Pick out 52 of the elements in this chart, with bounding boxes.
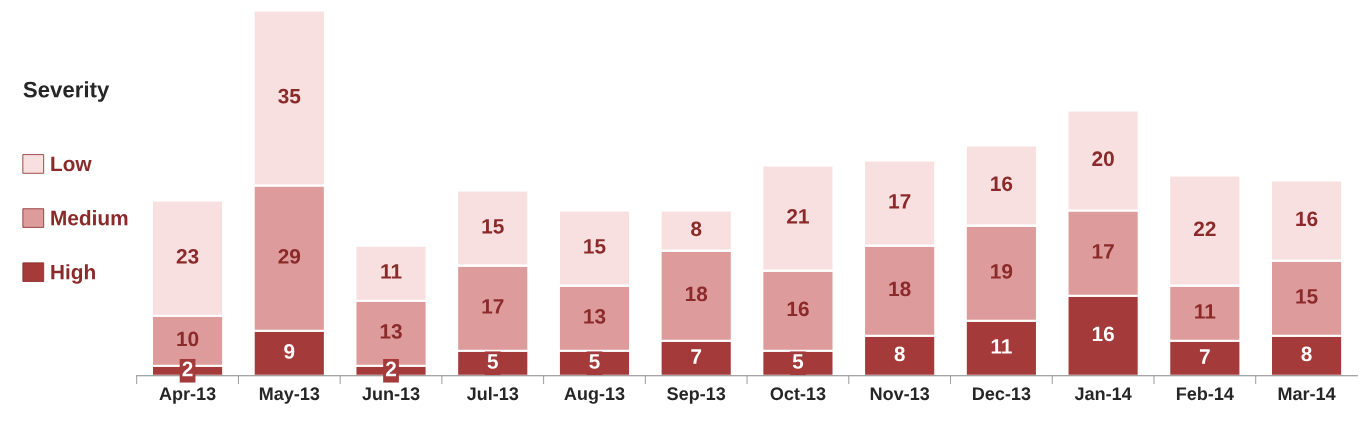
data-label: 9 — [284, 344, 295, 359]
data-label: 15 — [1296, 289, 1318, 304]
data-label: 11 — [1195, 304, 1216, 319]
data-label: 22 — [1193, 221, 1216, 236]
data-label: 8 — [1301, 346, 1312, 362]
data-label: 16 — [1092, 326, 1114, 342]
x-tick-label: Jul-13 — [466, 386, 519, 401]
data-label: 35 — [278, 88, 301, 104]
x-tick-label: Aug-13 — [564, 387, 625, 404]
legend-label: Medium — [51, 210, 128, 226]
legend-label: Low — [51, 156, 92, 172]
data-label: 5 — [487, 354, 498, 369]
data-label: 2 — [385, 361, 396, 377]
data-label: 13 — [380, 324, 402, 339]
legend-title: Severity — [23, 81, 110, 102]
data-label: 7 — [1199, 349, 1210, 364]
data-label: 15 — [482, 219, 504, 234]
data-label: 16 — [1296, 211, 1318, 227]
x-tick-label: Oct-13 — [770, 387, 826, 401]
x-tick-label: Jun-13 — [362, 387, 420, 401]
data-label: 19 — [991, 263, 1013, 279]
data-label: 13 — [584, 309, 606, 324]
data-label: 10 — [177, 331, 199, 347]
x-tick-label: Apr-13 — [159, 387, 216, 404]
x-tick-label: Nov-13 — [870, 387, 930, 401]
x-tick-label: Sep-13 — [667, 387, 726, 404]
data-label: 16 — [991, 176, 1013, 192]
data-label: 29 — [278, 248, 301, 264]
data-label: 18 — [889, 281, 911, 297]
data-label: 11 — [381, 264, 402, 279]
x-tick-label: Feb-14 — [1176, 386, 1234, 401]
data-label: 23 — [176, 248, 199, 264]
x-tick-label: May-13 — [259, 387, 320, 404]
legend-label: High — [51, 264, 95, 284]
data-label: 5 — [792, 354, 804, 369]
data-label: 2 — [182, 361, 193, 377]
data-label: 17 — [889, 194, 911, 209]
data-label: 7 — [691, 349, 702, 364]
data-label: 11 — [991, 339, 1012, 354]
data-label: 17 — [1092, 244, 1114, 259]
x-tick-label: Mar-14 — [1278, 387, 1336, 401]
data-label: 8 — [894, 346, 905, 362]
data-label: 20 — [1092, 151, 1114, 167]
data-label: 16 — [787, 301, 809, 317]
data-label: 18 — [685, 286, 708, 302]
x-tick-label: Jan-14 — [1074, 387, 1132, 401]
x-tick-label: Dec-13 — [972, 387, 1031, 401]
data-label: 8 — [691, 221, 702, 237]
data-label: 15 — [584, 239, 606, 254]
data-label: 5 — [589, 354, 600, 369]
data-label: 21 — [787, 208, 809, 224]
data-label: 17 — [482, 299, 504, 314]
